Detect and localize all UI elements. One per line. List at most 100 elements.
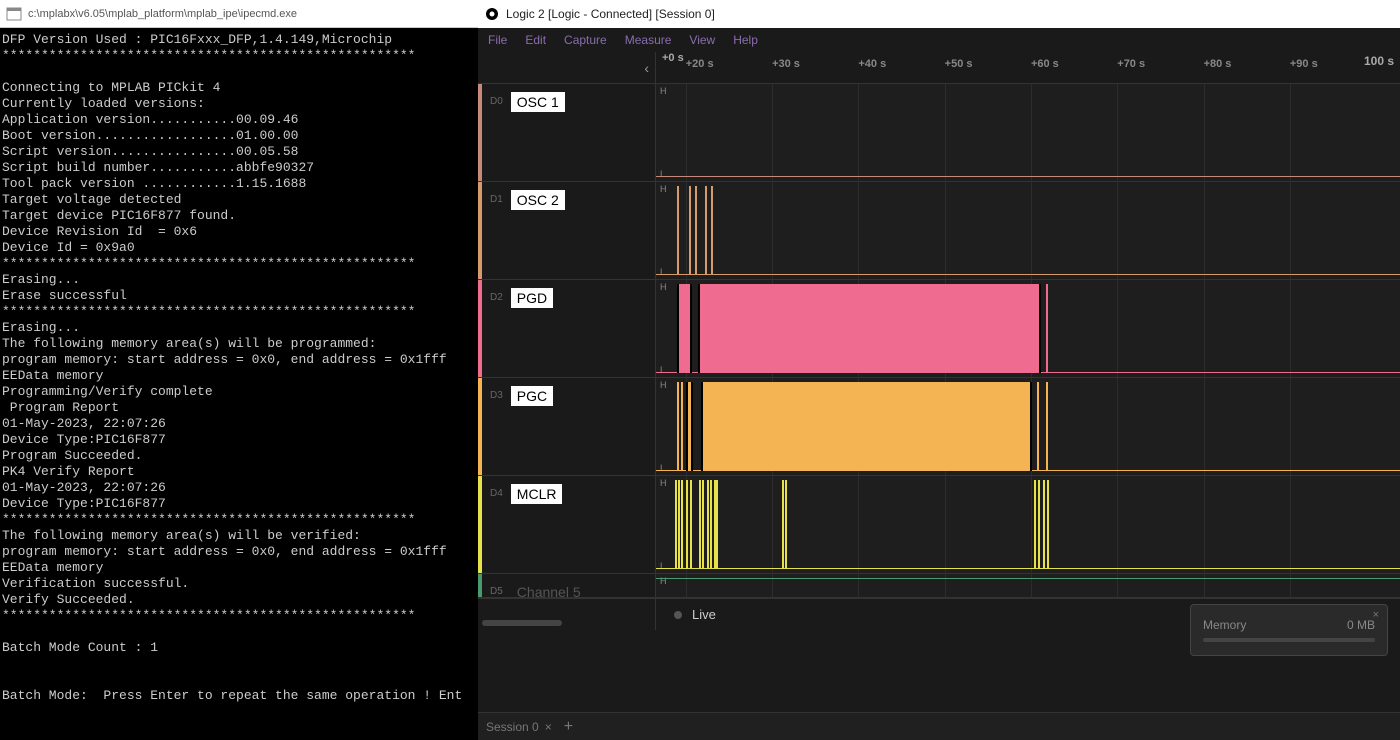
signal-pulse <box>699 480 701 569</box>
channel-color-bar <box>478 378 482 475</box>
terminal-output: DFP Version Used : PIC16Fxxx_DFP,1.4.149… <box>0 28 478 740</box>
channel-baseline <box>656 176 1400 177</box>
signal-pulse <box>1046 382 1048 471</box>
channel-row[interactable]: D5Channel 5H <box>478 574 1400 598</box>
ruler-nav-back-icon[interactable]: ‹ <box>644 60 649 76</box>
menu-file[interactable]: File <box>488 33 507 47</box>
ruler-tick: +30 s <box>772 58 800 70</box>
logic-logo-icon <box>484 6 500 22</box>
signal-block <box>698 284 1042 373</box>
ruler-tick: +60 s <box>1031 58 1059 70</box>
ruler-tick: +40 s <box>858 58 886 70</box>
signal-pulse <box>711 186 713 275</box>
signal-pulse <box>690 480 692 569</box>
ruler-tick: +70 s <box>1117 58 1145 70</box>
signal-pulse <box>686 480 688 569</box>
menu-measure[interactable]: Measure <box>625 33 672 47</box>
channel-waveform[interactable]: H <box>656 574 1400 597</box>
channel-row[interactable]: D3PGCHL <box>478 378 1400 476</box>
ruler-start-label: +0 s <box>662 52 684 64</box>
signal-pulse <box>702 480 704 569</box>
channel-row[interactable]: D0OSC 1HL <box>478 84 1400 182</box>
signal-pulse <box>677 186 679 275</box>
cmd-icon <box>6 6 22 22</box>
channel-row[interactable]: D1OSC 2HL <box>478 182 1400 280</box>
low-marker: L <box>660 365 665 375</box>
signal-pulse <box>695 186 697 275</box>
menu-edit[interactable]: Edit <box>525 33 546 47</box>
signal-pulse <box>716 480 718 569</box>
ruler-tick: +90 s <box>1290 58 1318 70</box>
low-marker: L <box>660 463 665 473</box>
channel-row[interactable]: D2PGDHL <box>478 280 1400 378</box>
signal-pulse <box>1034 480 1036 569</box>
channel-index: D3 <box>490 390 503 401</box>
signal-pulse <box>1038 480 1040 569</box>
channel-waveform[interactable]: HL <box>656 280 1400 377</box>
memory-label: Memory <box>1203 618 1246 632</box>
menu-bar: File Edit Capture Measure View Help <box>478 28 1400 52</box>
session-tabs: Session 0 × + <box>478 712 1400 740</box>
channel-color-bar <box>478 476 482 573</box>
signal-pulse <box>1037 382 1039 471</box>
low-marker: L <box>660 169 665 179</box>
channel-color-bar <box>478 574 482 597</box>
channel-color-bar <box>478 280 482 377</box>
signal-pulse <box>681 382 683 471</box>
channel-waveform[interactable]: HL <box>656 182 1400 279</box>
high-marker: H <box>660 86 667 96</box>
channel-label[interactable]: PGD <box>511 288 553 308</box>
memory-close-icon[interactable]: × <box>1373 609 1379 621</box>
channel-waveform[interactable]: HL <box>656 84 1400 181</box>
channel-index: D1 <box>490 194 503 205</box>
live-indicator-icon <box>674 611 682 619</box>
logic-title-text: Logic 2 [Logic - Connected] [Session 0] <box>506 7 715 21</box>
signal-block <box>701 382 1033 471</box>
memory-panel: × Memory 0 MB <box>1190 604 1388 656</box>
signal-block <box>686 382 693 471</box>
channel-baseline <box>656 274 1400 275</box>
menu-help[interactable]: Help <box>733 33 758 47</box>
channel-baseline <box>656 578 1400 579</box>
cmd-titlebar: c:\mplabx\v6.05\mplab_platform\mplab_ipe… <box>0 0 478 28</box>
menu-view[interactable]: View <box>689 33 715 47</box>
time-ruler[interactable]: ‹ +0 s 100 s +20 s+30 s+40 s+50 s+60 s+7… <box>478 52 1400 84</box>
ruler-tick: +20 s <box>686 58 714 70</box>
signal-pulse <box>785 480 787 569</box>
channel-baseline <box>656 568 1400 569</box>
signal-pulse <box>1043 480 1045 569</box>
channel-waveform[interactable]: HL <box>656 476 1400 573</box>
ruler-end-label: 100 s <box>1364 54 1394 68</box>
memory-bar <box>1203 638 1375 642</box>
channel-label[interactable]: PGC <box>511 386 553 406</box>
high-marker: H <box>660 282 667 292</box>
horizontal-scrollbar[interactable] <box>482 620 562 626</box>
session-tab[interactable]: Session 0 × <box>486 720 552 734</box>
channel-index: D2 <box>490 292 503 303</box>
cmd-title-text: c:\mplabx\v6.05\mplab_platform\mplab_ipe… <box>28 8 297 20</box>
timeline-area[interactable]: ‹ +0 s 100 s +20 s+30 s+40 s+50 s+60 s+7… <box>478 52 1400 712</box>
high-marker: H <box>660 380 667 390</box>
channel-row[interactable]: D4MCLRHL <box>478 476 1400 574</box>
channel-label[interactable]: MCLR <box>511 484 563 504</box>
session-tab-label: Session 0 <box>486 720 539 734</box>
signal-pulse <box>689 186 691 275</box>
low-marker: L <box>660 561 665 571</box>
channel-waveform[interactable]: HL <box>656 378 1400 475</box>
high-marker: H <box>660 184 667 194</box>
channel-label[interactable]: OSC 2 <box>511 190 565 210</box>
signal-pulse <box>1047 480 1049 569</box>
low-marker: L <box>660 267 665 277</box>
signal-block <box>677 284 692 373</box>
channel-color-bar <box>478 84 482 181</box>
logic-titlebar: Logic 2 [Logic - Connected] [Session 0] <box>478 0 1400 28</box>
signal-pulse <box>681 480 683 569</box>
signal-pulse <box>678 480 680 569</box>
session-add-button[interactable]: + <box>564 718 573 736</box>
channel-label[interactable]: OSC 1 <box>511 92 565 112</box>
memory-value: 0 MB <box>1347 618 1375 632</box>
session-close-icon[interactable]: × <box>545 720 552 734</box>
channel-color-bar <box>478 182 482 279</box>
menu-capture[interactable]: Capture <box>564 33 607 47</box>
live-label[interactable]: Live <box>692 607 716 622</box>
